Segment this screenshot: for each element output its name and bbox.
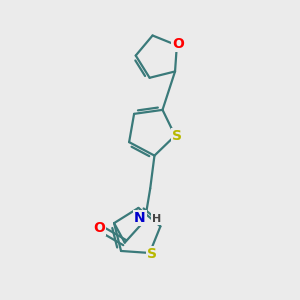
Text: S: S — [147, 247, 157, 261]
Text: N: N — [134, 211, 146, 225]
Text: O: O — [172, 37, 184, 51]
Text: H: H — [152, 214, 161, 224]
Text: S: S — [172, 129, 182, 143]
Text: O: O — [93, 221, 105, 235]
